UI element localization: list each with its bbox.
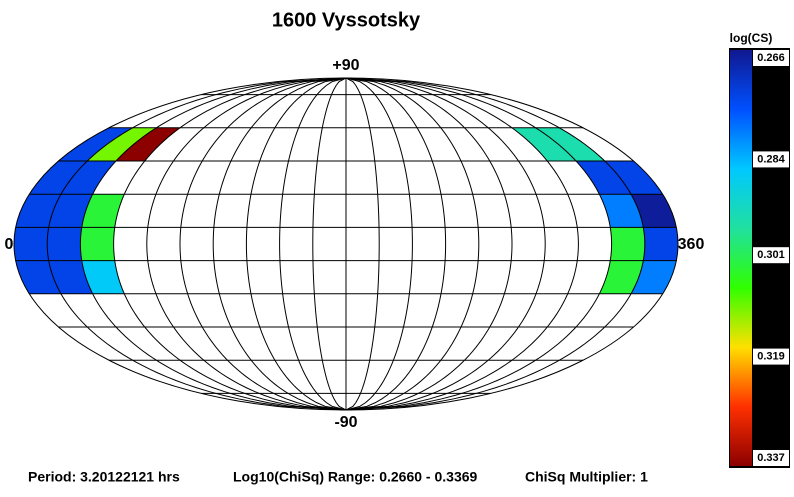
cell — [599, 194, 644, 228]
lon-label: 0 — [5, 236, 14, 253]
colorbar-tick-bg — [753, 50, 789, 66]
meridian — [312, 77, 347, 411]
colorbar-tick-label: 0.266 — [757, 52, 785, 64]
footer-text: ChiSq Multiplier: 1 — [525, 469, 648, 485]
colorbar-tick-bg — [753, 348, 789, 365]
cell — [599, 260, 644, 294]
cell — [47, 227, 82, 261]
cell — [81, 194, 125, 228]
cell — [535, 127, 605, 161]
meridian — [345, 77, 447, 411]
meridian — [146, 77, 347, 411]
lat-label: -90 — [334, 414, 357, 431]
colorbar-title: log(CS) — [730, 31, 773, 45]
meridian — [46, 77, 347, 411]
meridian — [212, 77, 347, 411]
cell — [29, 161, 88, 195]
map-outline — [13, 77, 679, 411]
cell — [576, 161, 632, 195]
meridian — [345, 77, 579, 411]
meridian — [345, 77, 513, 411]
cell — [511, 127, 577, 161]
colorbar-tick-bg — [753, 247, 789, 264]
meridian — [279, 77, 347, 411]
cell — [115, 127, 181, 161]
cell — [60, 161, 116, 195]
cell — [48, 260, 93, 294]
meridian — [345, 77, 380, 411]
cell — [643, 227, 678, 261]
meridian — [79, 77, 347, 411]
lat-label: +90 — [332, 57, 359, 74]
cell — [610, 227, 645, 261]
meridian — [179, 77, 347, 411]
cell — [14, 227, 49, 261]
cell — [48, 194, 93, 228]
lon-label: 360 — [678, 236, 705, 253]
colorbar-gradient — [730, 50, 752, 466]
cell — [604, 161, 663, 195]
colorbar-tick-label: 0.301 — [757, 249, 785, 261]
meridian — [345, 77, 413, 411]
meridian — [345, 77, 480, 411]
meridian — [113, 77, 347, 411]
meridian — [345, 77, 613, 411]
footer-text: Log10(ChiSq) Range: 0.2660 - 0.3369 — [233, 469, 478, 485]
colorbar-tick-label: 0.319 — [757, 350, 785, 362]
meridian — [245, 77, 347, 411]
chart-title: 1600 Vyssotsky — [272, 9, 421, 31]
cell — [631, 194, 677, 228]
cell — [15, 194, 61, 228]
colorbar-tick-bg — [753, 450, 789, 466]
cell — [15, 260, 61, 294]
cell — [87, 127, 157, 161]
cell — [80, 227, 115, 261]
cell — [81, 260, 125, 294]
colorbar-tick-label: 0.337 — [757, 452, 785, 464]
map — [13, 77, 679, 411]
colorbar-tick-bg — [753, 151, 789, 168]
footer-text: Period: 3.20122121 hrs — [28, 469, 180, 485]
cell — [631, 260, 677, 294]
colorbar-tick-label: 0.284 — [757, 153, 785, 165]
meridian — [345, 77, 646, 411]
cell — [58, 127, 133, 161]
meridian — [345, 77, 546, 411]
